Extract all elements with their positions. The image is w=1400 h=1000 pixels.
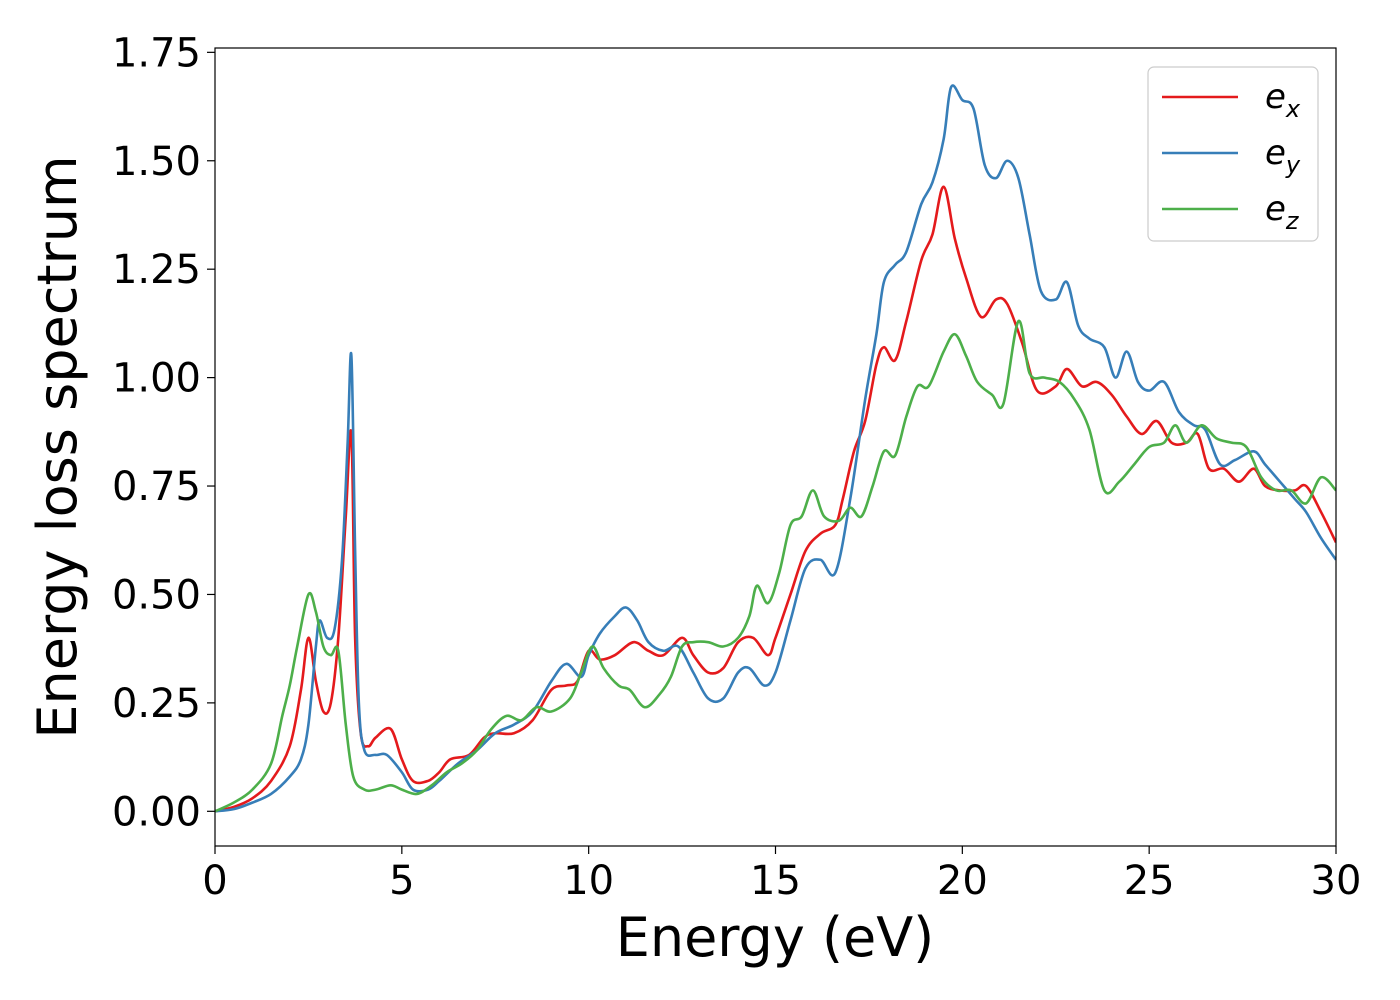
y-tick-label: 0.00 xyxy=(112,789,201,835)
y-axis-label: Energy loss spectrum xyxy=(26,155,89,738)
y-tick-label: 1.50 xyxy=(112,139,201,185)
y-tick-label: 0.50 xyxy=(112,572,201,618)
y-tick-label: 1.00 xyxy=(112,356,201,402)
x-axis-label: Energy (eV) xyxy=(616,906,935,969)
x-tick-label: 10 xyxy=(563,858,614,904)
series-layer xyxy=(215,84,1336,813)
series-line-e-x xyxy=(215,185,1336,813)
y-tick-label: 1.25 xyxy=(112,247,201,293)
y-axis: 0.00 0.25 0.50 0.75 1.00 1.25 1.50 1.75 xyxy=(112,30,215,835)
y-tick-label: 0.25 xyxy=(112,681,201,727)
x-tick-label: 0 xyxy=(202,858,227,904)
x-tick-label: 20 xyxy=(937,858,988,904)
x-tick-label: 15 xyxy=(750,858,801,904)
y-tick-label: 0.75 xyxy=(112,464,201,510)
y-tick-label: 1.75 xyxy=(112,30,201,76)
series-line-e-z xyxy=(215,319,1336,813)
series-line-e-y xyxy=(215,84,1336,813)
x-tick-label: 30 xyxy=(1311,858,1362,904)
x-tick-label: 5 xyxy=(389,858,414,904)
x-axis: 0 5 10 15 20 25 30 xyxy=(202,846,1361,904)
x-tick-label: 25 xyxy=(1124,858,1175,904)
